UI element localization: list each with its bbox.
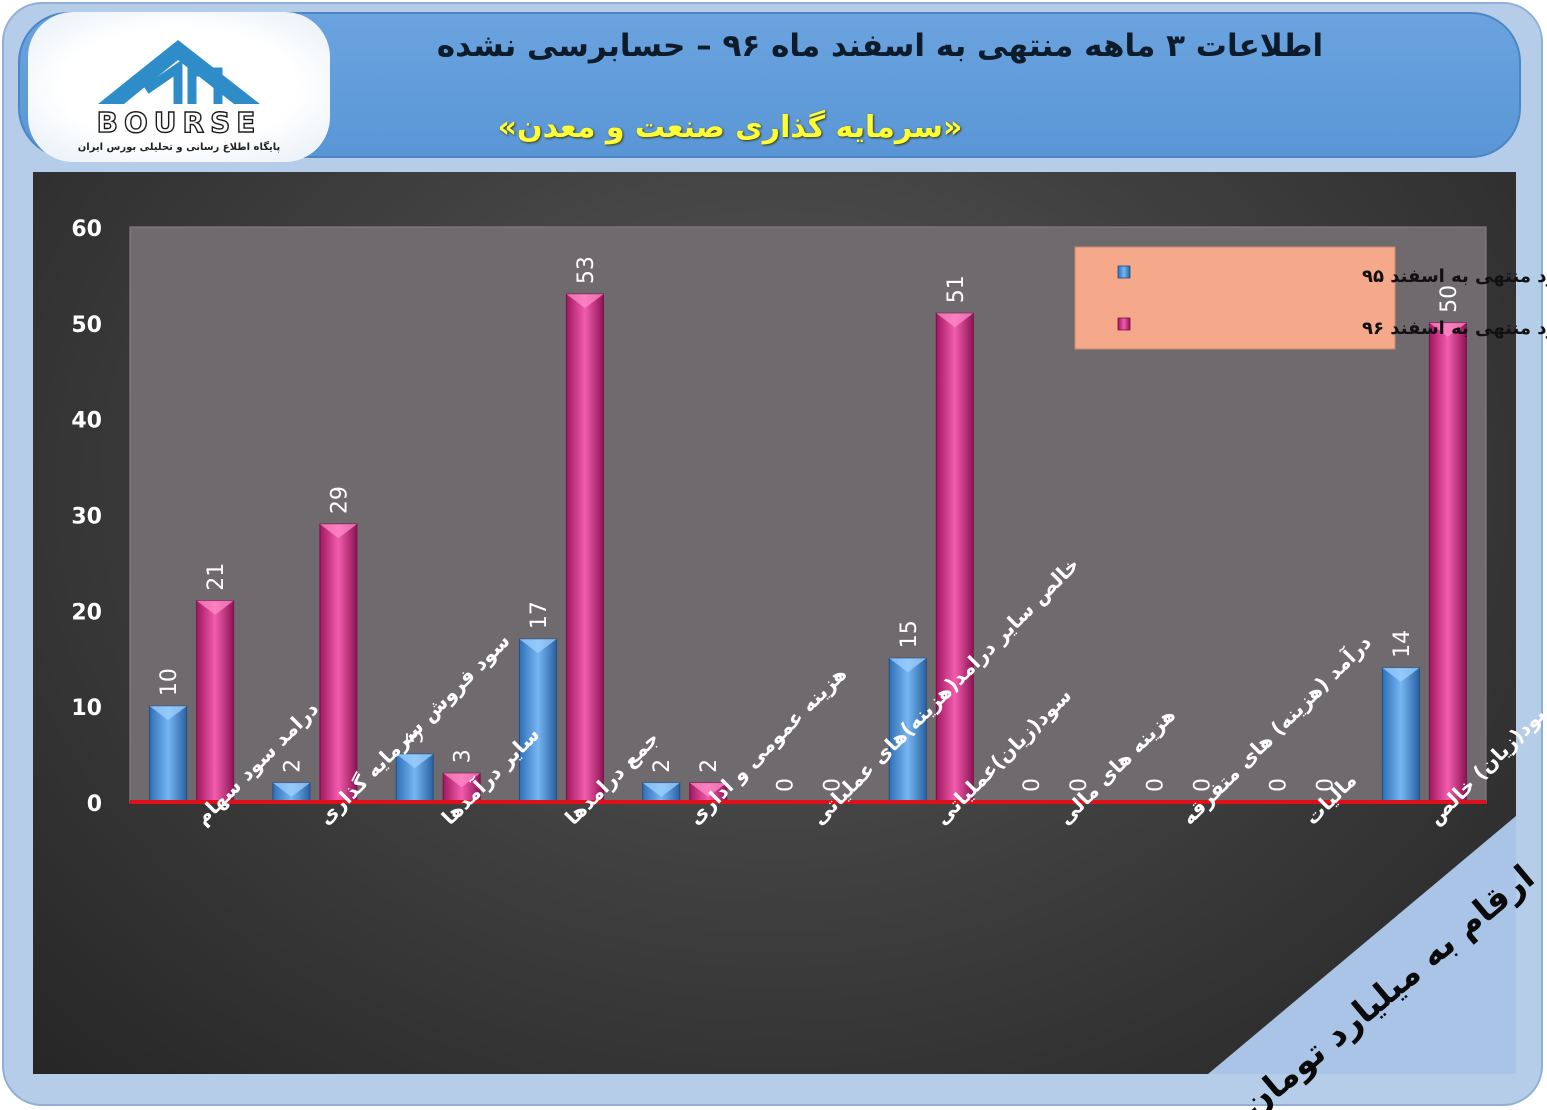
data-label: 29 bbox=[327, 486, 352, 514]
data-label: 50 bbox=[1437, 285, 1462, 313]
data-label: 14 bbox=[1390, 630, 1415, 658]
y-tick-label: 0 bbox=[87, 792, 102, 817]
data-label: 2 bbox=[650, 759, 675, 773]
data-label: 2 bbox=[280, 759, 305, 773]
bar-cap bbox=[443, 773, 481, 788]
y-tick-label: 30 bbox=[71, 505, 102, 530]
data-label: 0 bbox=[1267, 778, 1292, 792]
bar-series-2 bbox=[196, 600, 235, 803]
data-label: 21 bbox=[204, 563, 229, 591]
legend-label-96: عملکرد منتهی به اسفند ۹۶ bbox=[1362, 318, 1547, 339]
y-tick-label: 20 bbox=[71, 600, 102, 625]
bar-cap bbox=[149, 706, 187, 721]
bar-series-1 bbox=[518, 638, 557, 803]
legend-label-95: عملکرد منتهی به اسفند ۹۵ bbox=[1362, 266, 1547, 287]
bar-series-2 bbox=[1428, 322, 1467, 803]
bar-cap bbox=[272, 782, 310, 797]
bar-cap bbox=[396, 754, 434, 769]
data-label: 53 bbox=[574, 256, 599, 284]
bar-series-1 bbox=[149, 705, 188, 803]
data-label: 15 bbox=[897, 620, 922, 648]
bar-cap bbox=[319, 524, 357, 539]
unit-ribbon-shape bbox=[1208, 816, 1516, 1074]
y-tick-label: 40 bbox=[71, 409, 102, 434]
data-label: 0 bbox=[1143, 778, 1168, 792]
bars bbox=[149, 293, 1467, 803]
bar-cap bbox=[196, 600, 234, 615]
logo-mark: BOURSE پایگاه اطلاع رسانی و تحلیلی بورس … bbox=[78, 40, 281, 153]
data-label: 3 bbox=[451, 749, 476, 763]
bar-series-2 bbox=[935, 312, 974, 803]
data-label: 0 bbox=[821, 778, 846, 792]
y-tick-label: 60 bbox=[71, 217, 102, 242]
data-label: 0 bbox=[1190, 778, 1215, 792]
y-axis: 0 10 20 30 40 50 60 bbox=[71, 217, 102, 817]
data-label: 0 bbox=[1020, 778, 1045, 792]
bar-series-2 bbox=[565, 293, 604, 803]
logo-mark-inner bbox=[143, 59, 183, 104]
bar-cap bbox=[519, 639, 557, 654]
bar-cap bbox=[889, 658, 927, 673]
legend-swatch-96 bbox=[1117, 317, 1131, 331]
bar-cap bbox=[1382, 667, 1420, 682]
data-label: 0 bbox=[1067, 778, 1092, 792]
bar-cap bbox=[689, 782, 727, 797]
page-subtitle: «سرمایه گذاری صنعت و معدن» bbox=[497, 110, 963, 145]
bar-series-1 bbox=[1381, 667, 1420, 803]
bar-series-2 bbox=[319, 523, 358, 803]
legend: عملکرد منتهی به اسفند ۹۵ عملکرد منتهی به… bbox=[1074, 246, 1547, 350]
logo: BOURSE پایگاه اطلاع رسانی و تحلیلی بورس … bbox=[28, 12, 330, 162]
bar-cap bbox=[1429, 322, 1467, 337]
data-label: 17 bbox=[527, 601, 552, 629]
bar-cap bbox=[566, 294, 604, 309]
legend-box bbox=[1074, 246, 1396, 350]
legend-swatch-95 bbox=[1117, 265, 1131, 279]
data-label: 0 bbox=[774, 778, 799, 792]
data-label: 0 bbox=[1314, 778, 1339, 792]
bar-series-1 bbox=[888, 657, 927, 803]
bar-cap bbox=[642, 782, 680, 797]
data-label: 10 bbox=[157, 668, 182, 696]
data-label: 2 bbox=[697, 759, 722, 773]
y-tick-label: 10 bbox=[71, 696, 102, 721]
logo-word: BOURSE bbox=[97, 106, 262, 139]
y-tick-label: 50 bbox=[71, 313, 102, 338]
data-label: 5 bbox=[404, 730, 429, 744]
logo-mark-inner-2 bbox=[187, 67, 223, 104]
logo-tagline: پایگاه اطلاع رسانی و تحلیلی بورس ایران bbox=[78, 140, 281, 153]
unit-ribbon: ارقام به میلیارد تومان bbox=[1208, 816, 1542, 1110]
page-title: اطلاعات ۳ ماهه منتهی به اسفند ماه ۹۶ – ح… bbox=[436, 28, 1324, 64]
data-label: 51 bbox=[944, 275, 969, 303]
bar-cap bbox=[936, 313, 974, 328]
